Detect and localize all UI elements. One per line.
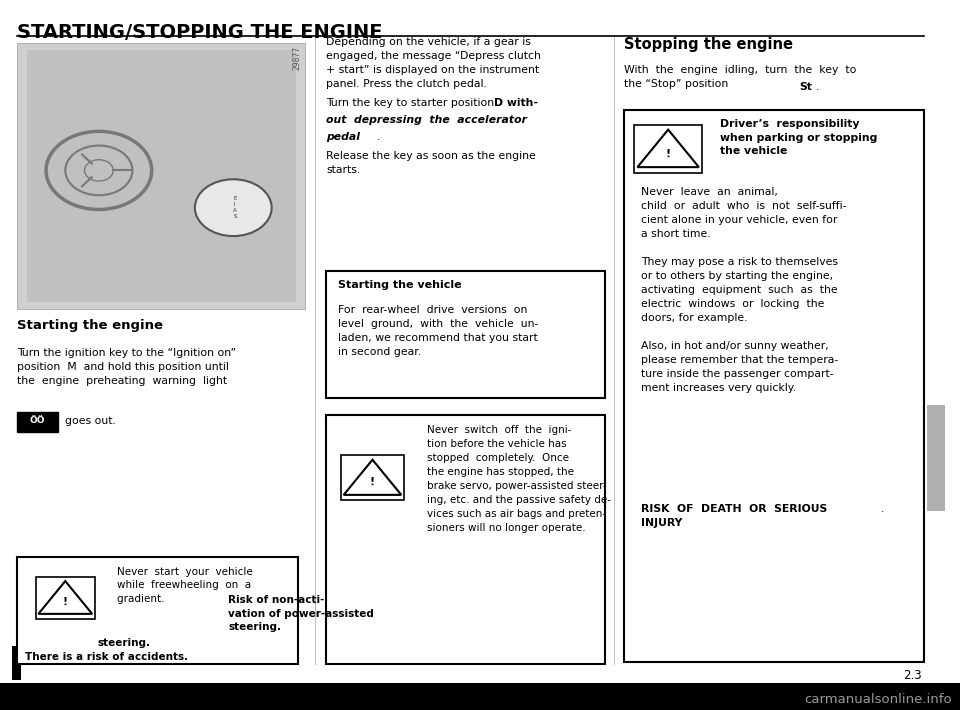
Text: Driver’s  responsibility
when parking or stopping
the vehicle: Driver’s responsibility when parking or …: [720, 119, 877, 156]
Text: Turn the ignition key to the “Ignition on”
position  M  and hold this position u: Turn the ignition key to the “Ignition o…: [17, 348, 236, 386]
Bar: [326, 271, 605, 398]
Text: .: .: [881, 504, 885, 514]
Polygon shape: [637, 130, 699, 167]
Text: .: .: [816, 82, 820, 92]
Bar: [36, 577, 95, 619]
Polygon shape: [38, 581, 92, 614]
Text: With  the  engine  idling,  turn  the  key  to
the “Stop” position: With the engine idling, turn the key to …: [624, 65, 856, 89]
Text: carmanualsonline.info: carmanualsonline.info: [804, 694, 952, 706]
Text: Turn the key to starter position: Turn the key to starter position: [326, 98, 498, 108]
Bar: [326, 415, 605, 664]
Polygon shape: [344, 460, 401, 495]
Text: out  depressing  the  accelerator: out depressing the accelerator: [326, 115, 527, 125]
Text: For  rear-wheel  drive  versions  on
level  ground,  with  the  vehicle  un-
lad: For rear-wheel drive versions on level g…: [338, 305, 539, 357]
Text: Risk of non-acti-
vation of power-assisted
steering.: Risk of non-acti- vation of power-assist…: [228, 595, 374, 632]
Text: Starting the vehicle: Starting the vehicle: [338, 280, 462, 290]
Text: St: St: [800, 82, 812, 92]
Bar: [12, 646, 21, 680]
Text: Never  switch  off  the  igni-
tion before the vehicle has
stopped  completely. : Never switch off the igni- tion before t…: [427, 425, 612, 532]
Text: ÖÖ: ÖÖ: [30, 416, 45, 425]
Bar: [624, 110, 924, 662]
Text: 2.3: 2.3: [903, 669, 922, 682]
Bar: [927, 405, 945, 511]
Text: !: !: [665, 148, 671, 158]
Text: 29877: 29877: [293, 46, 301, 70]
Bar: [341, 456, 404, 500]
Text: !: !: [62, 597, 68, 607]
Bar: [0, 683, 960, 710]
Text: Stopping the engine: Stopping the engine: [624, 37, 793, 52]
Text: Release the key as soon as the engine
starts.: Release the key as soon as the engine st…: [326, 151, 536, 175]
Text: steering.: steering.: [98, 638, 151, 648]
Text: Depending on the vehicle, if a gear is
engaged, the message “Depress clutch
+ st: Depending on the vehicle, if a gear is e…: [326, 37, 541, 89]
Text: !: !: [370, 477, 375, 487]
Bar: [27, 50, 296, 302]
Text: Never  leave  an  animal,
child  or  adult  who  is  not  self-suffi-
cient alon: Never leave an animal, child or adult wh…: [641, 187, 847, 393]
Bar: [17, 557, 298, 664]
Text: RISK  OF  DEATH  OR  SERIOUS
INJURY: RISK OF DEATH OR SERIOUS INJURY: [641, 504, 828, 528]
Text: STARTING/STOPPING THE ENGINE: STARTING/STOPPING THE ENGINE: [17, 23, 383, 42]
Text: Starting the engine: Starting the engine: [17, 320, 163, 332]
Circle shape: [195, 179, 272, 236]
Bar: [17, 412, 58, 432]
Text: Never  start  your  vehicle
while  freewheeling  on  a
gradient.: Never start your vehicle while freewheel…: [117, 567, 252, 604]
Bar: [635, 125, 702, 173]
Text: pedal: pedal: [326, 132, 360, 142]
Text: E
I
A
S: E I A S: [233, 196, 237, 219]
Text: There is a risk of accidents.: There is a risk of accidents.: [25, 652, 188, 662]
Text: .: .: [377, 132, 381, 142]
Text: goes out.: goes out.: [65, 416, 116, 426]
Text: D with-: D with-: [494, 98, 539, 108]
Bar: [17, 43, 305, 309]
